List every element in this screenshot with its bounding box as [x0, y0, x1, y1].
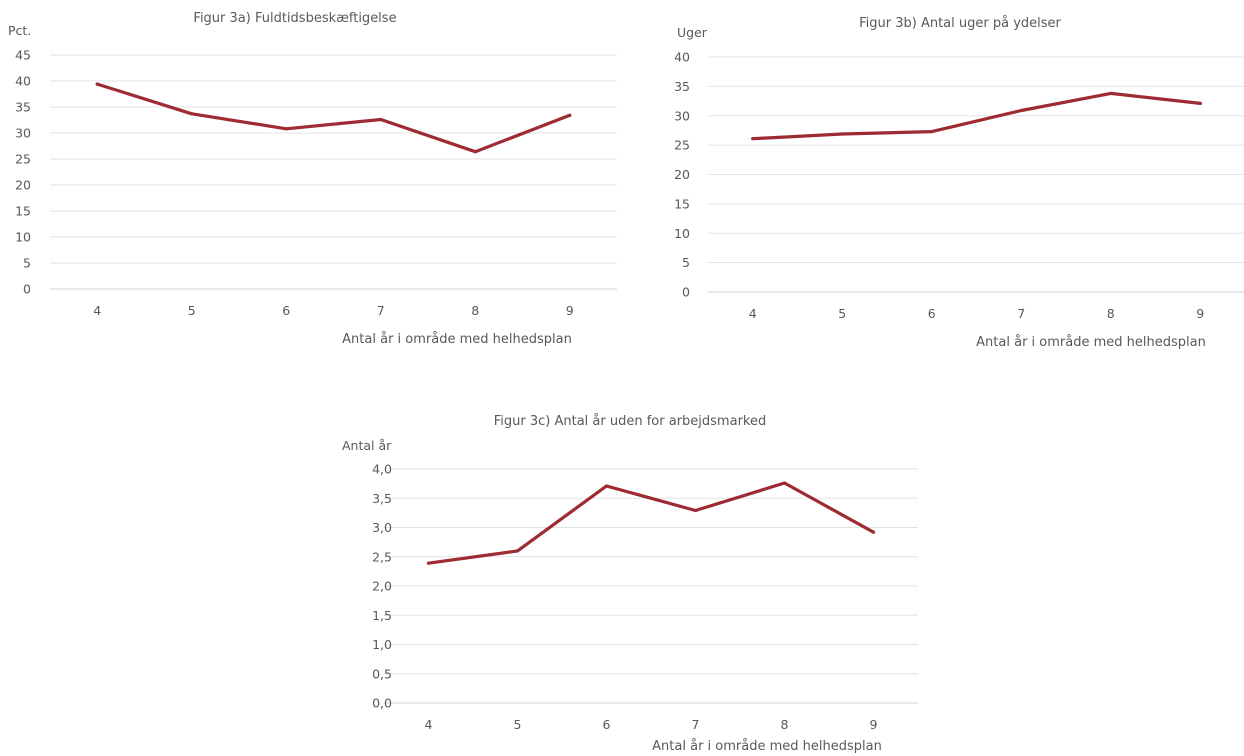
y-tick-label: 15 [674, 196, 690, 211]
data-point [473, 150, 477, 154]
x-tick-label: 5 [514, 717, 522, 732]
x-tick-label: 8 [1107, 306, 1115, 321]
y-tick-label: 35 [674, 79, 690, 94]
chart-2: Figur 3b) Antal uger på ydelser Uger 0 5 10 1… [674, 16, 1244, 350]
data-point [930, 130, 934, 134]
y-tick-label: 1,0 [372, 637, 392, 652]
x-tick-label: 7 [377, 303, 385, 318]
y-tick-label: 40 [15, 74, 31, 89]
y-tick-label: 25 [15, 152, 31, 167]
x-axis-label: Antal år i område med helhedsplan [342, 332, 572, 347]
y-tick-label: 40 [674, 50, 690, 65]
chart-title: Figur 3b) Antal uger på ydelser [859, 16, 1061, 31]
x-tick-label: 6 [928, 306, 936, 321]
y-tick-label: 15 [15, 204, 31, 219]
y-tick-label: 25 [674, 138, 690, 153]
y-tick-label: 3,5 [372, 491, 392, 506]
x-tick-label: 8 [471, 303, 479, 318]
y-tick-label: 5 [682, 255, 690, 270]
data-point [751, 137, 755, 141]
x-tick-label: 8 [781, 717, 789, 732]
y-tick-label: 30 [15, 126, 31, 141]
x-tick-label: 6 [282, 303, 290, 318]
y-axis-label: Antal år [342, 438, 392, 453]
y-tick-label: 0 [682, 285, 690, 300]
x-tick-label: 4 [93, 303, 101, 318]
data-point [190, 112, 194, 116]
x-tick-label: 5 [188, 303, 196, 318]
chart-title: Figur 3a) Fuldtidsbeskæftigelse [193, 11, 396, 26]
data-point [871, 530, 876, 534]
x-tick-label: 4 [425, 717, 433, 732]
y-tick-label: 2,5 [372, 549, 392, 564]
x-tick-label: 9 [1196, 306, 1204, 321]
series-line [751, 91, 1202, 141]
data-point [568, 113, 572, 117]
x-tick-label: 7 [692, 717, 700, 732]
data-point [1109, 91, 1113, 96]
y-tick-label: 0,0 [372, 696, 392, 711]
data-point [284, 127, 288, 131]
y-axis-label: Uger [677, 25, 708, 40]
y-tick-label: 0,5 [372, 666, 392, 681]
series-line [426, 481, 876, 565]
x-tick-label: 7 [1017, 306, 1025, 321]
data-point [515, 549, 520, 553]
data-point [693, 508, 698, 513]
y-tick-label: 35 [15, 100, 31, 115]
y-tick-label: 20 [15, 178, 31, 193]
data-point [782, 481, 787, 485]
data-point [840, 132, 844, 136]
y-tick-label: 10 [15, 230, 31, 245]
data-point [604, 484, 609, 488]
y-tick-label: 30 [674, 108, 690, 123]
y-tick-label: 20 [674, 167, 690, 182]
x-tick-label: 9 [870, 717, 878, 732]
y-tick-label: 45 [15, 48, 31, 63]
y-tick-label: 4,0 [372, 462, 392, 477]
y-tick-label: 5 [23, 256, 31, 271]
y-axis-label: Pct. [8, 23, 31, 38]
x-tick-label: 5 [838, 306, 846, 321]
data-point [1198, 101, 1202, 106]
y-tick-label: 2,0 [372, 579, 392, 594]
data-point [426, 561, 431, 565]
y-tick-label: 3,0 [372, 520, 392, 535]
y-tick-label: 10 [674, 226, 690, 241]
data-point [1019, 108, 1023, 113]
x-tick-label: 4 [749, 306, 757, 321]
series-line [95, 82, 572, 154]
chart-title: Figur 3c) Antal år uden for arbejdsmarke… [494, 414, 766, 429]
y-tick-label: 1,5 [372, 608, 392, 623]
chart-3: Figur 3c) Antal år uden for arbejdsmarke… [342, 414, 918, 754]
x-tick-label: 9 [566, 303, 574, 318]
x-axis-label: Antal år i område med helhedsplan [652, 739, 882, 754]
x-axis-label: Antal år i område med helhedsplan [976, 335, 1206, 350]
data-point [379, 117, 383, 122]
x-tick-label: 6 [603, 717, 611, 732]
y-tick-label: 0 [23, 282, 31, 297]
data-point [95, 82, 99, 86]
chart-1: Figur 3a) Fuldtidsbeskæftigelse Pct. 0 5 10 1… [8, 11, 617, 347]
